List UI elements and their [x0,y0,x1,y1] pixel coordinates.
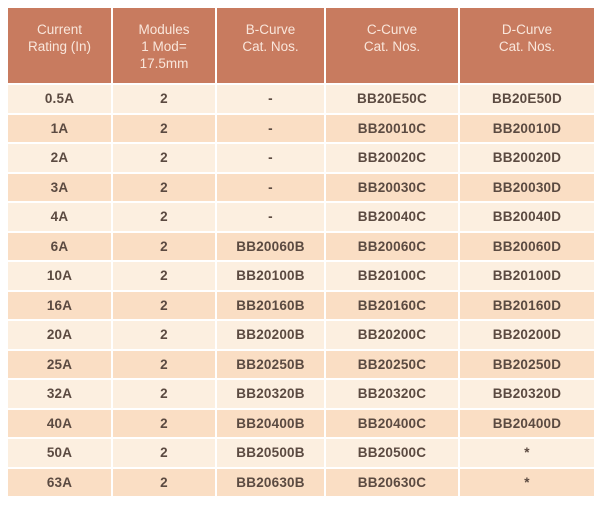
table-cell: BB20100B [217,262,324,290]
table-cell: BB20E50D [460,85,594,113]
table-cell: - [217,114,324,142]
table-row: 6A 2 BB20060B BB20060C BB20060D [8,232,594,260]
table-cell: BB20250B [217,350,324,378]
table-row: 0.5A 2- BB20E50C BB20E50D [8,85,594,113]
table-cell: BB20400C [326,409,458,437]
table-row: 40A 2 BB20400B BB20400C BB20400D [8,409,594,437]
table-row: 25A 2 BB20250B BB20250C BB20250D [8,350,594,378]
table-cell: BB20030D [460,173,594,201]
table-cell: BB20160C [326,291,458,319]
table-cell: 2 [113,350,215,378]
table-body: 0.5A 2- BB20E50C BB20E50D 1A 2- BB20010C BB2001… [8,85,594,496]
table-cell: BB20500C [326,439,458,467]
table-cell: BB20030C [326,173,458,201]
table-cell: BB20010C [326,114,458,142]
table-cell: BB20630B [217,468,324,496]
table-cell: 2 [113,439,215,467]
table-cell: BB20040D [460,203,594,231]
table-cell: * [460,439,594,467]
table-row: 2A 2- BB20020C BB20020D [8,144,594,172]
table-cell: - [217,85,324,113]
table-row: 4A 2- BB20040C BB20040D [8,203,594,231]
table-cell: 0.5A [8,85,111,113]
table-cell: 2 [113,262,215,290]
table-cell: BB20500B [217,439,324,467]
table-row: 63A 2 BB20630B BB20630C * [8,468,594,496]
table-cell: 20A [8,321,111,349]
table-cell: 2 [113,321,215,349]
catalog-table: Current Rating (In) Modules 1 Mod= 17.5m… [8,8,594,496]
table-cell: 4A [8,203,111,231]
table-cell: 2 [113,144,215,172]
table-row: 3A 2- BB20030C BB20030D [8,173,594,201]
table-cell: BB20100C [326,262,458,290]
table-cell: 16A [8,291,111,319]
table-cell: 2 [113,203,215,231]
table-cell: BB20060B [217,232,324,260]
table-row: 20A 2 BB20200B BB20200C BB20200D [8,321,594,349]
table-cell: BB20200B [217,321,324,349]
table-cell: 25A [8,350,111,378]
table-cell: - [217,173,324,201]
table-cell: BB20250D [460,350,594,378]
table-cell: 2 [113,409,215,437]
table-cell: BB20020C [326,144,458,172]
table-cell: 32A [8,380,111,408]
table-cell: 40A [8,409,111,437]
table-cell: BB20320B [217,380,324,408]
table-cell: BB20200C [326,321,458,349]
table-row: 16A 2 BB20160B BB20160C BB20160D [8,291,594,319]
table-cell: 2 [113,380,215,408]
table-cell: 50A [8,439,111,467]
column-header-current-rating: Current Rating (In) [8,8,111,83]
table-cell: BB20E50C [326,85,458,113]
column-header-modules: Modules 1 Mod= 17.5mm [113,8,215,83]
table-row: 50A 2 BB20500B BB20500C * [8,439,594,467]
table-cell: 63A [8,468,111,496]
table-header-row: Current Rating (In) Modules 1 Mod= 17.5m… [8,8,594,83]
table-cell: BB20100D [460,262,594,290]
table-cell: - [217,203,324,231]
table-cell: BB20250C [326,350,458,378]
table-cell: 10A [8,262,111,290]
table-cell: 2A [8,144,111,172]
table-cell: BB20010D [460,114,594,142]
table-row: 10A 2 BB20100B BB20100C BB20100D [8,262,594,290]
table-cell: BB20630C [326,468,458,496]
table-cell: BB20060D [460,232,594,260]
table-cell: - [217,144,324,172]
table-row: 1A 2- BB20010C BB20010D [8,114,594,142]
table-cell: 1A [8,114,111,142]
table-cell: 2 [113,468,215,496]
column-header-d-curve: D-Curve Cat. Nos. [460,8,594,83]
table-cell: BB20020D [460,144,594,172]
table-cell: 2 [113,232,215,260]
table-cell: 6A [8,232,111,260]
column-header-c-curve: C-Curve Cat. Nos. [326,8,458,83]
table-cell: BB20400D [460,409,594,437]
table-cell: BB20400B [217,409,324,437]
table-cell: 2 [113,85,215,113]
table-cell: BB20160B [217,291,324,319]
table-cell: BB20200D [460,321,594,349]
table-cell: BB20040C [326,203,458,231]
table-cell: * [460,468,594,496]
table-cell: 2 [113,114,215,142]
table-cell: 2 [113,291,215,319]
table-row: 32A 2 BB20320B BB20320C BB20320D [8,380,594,408]
table-cell: BB20060C [326,232,458,260]
table-cell: 2 [113,173,215,201]
table-cell: BB20160D [460,291,594,319]
column-header-b-curve: B-Curve Cat. Nos. [217,8,324,83]
table-cell: 3A [8,173,111,201]
table-cell: BB20320D [460,380,594,408]
table-cell: BB20320C [326,380,458,408]
